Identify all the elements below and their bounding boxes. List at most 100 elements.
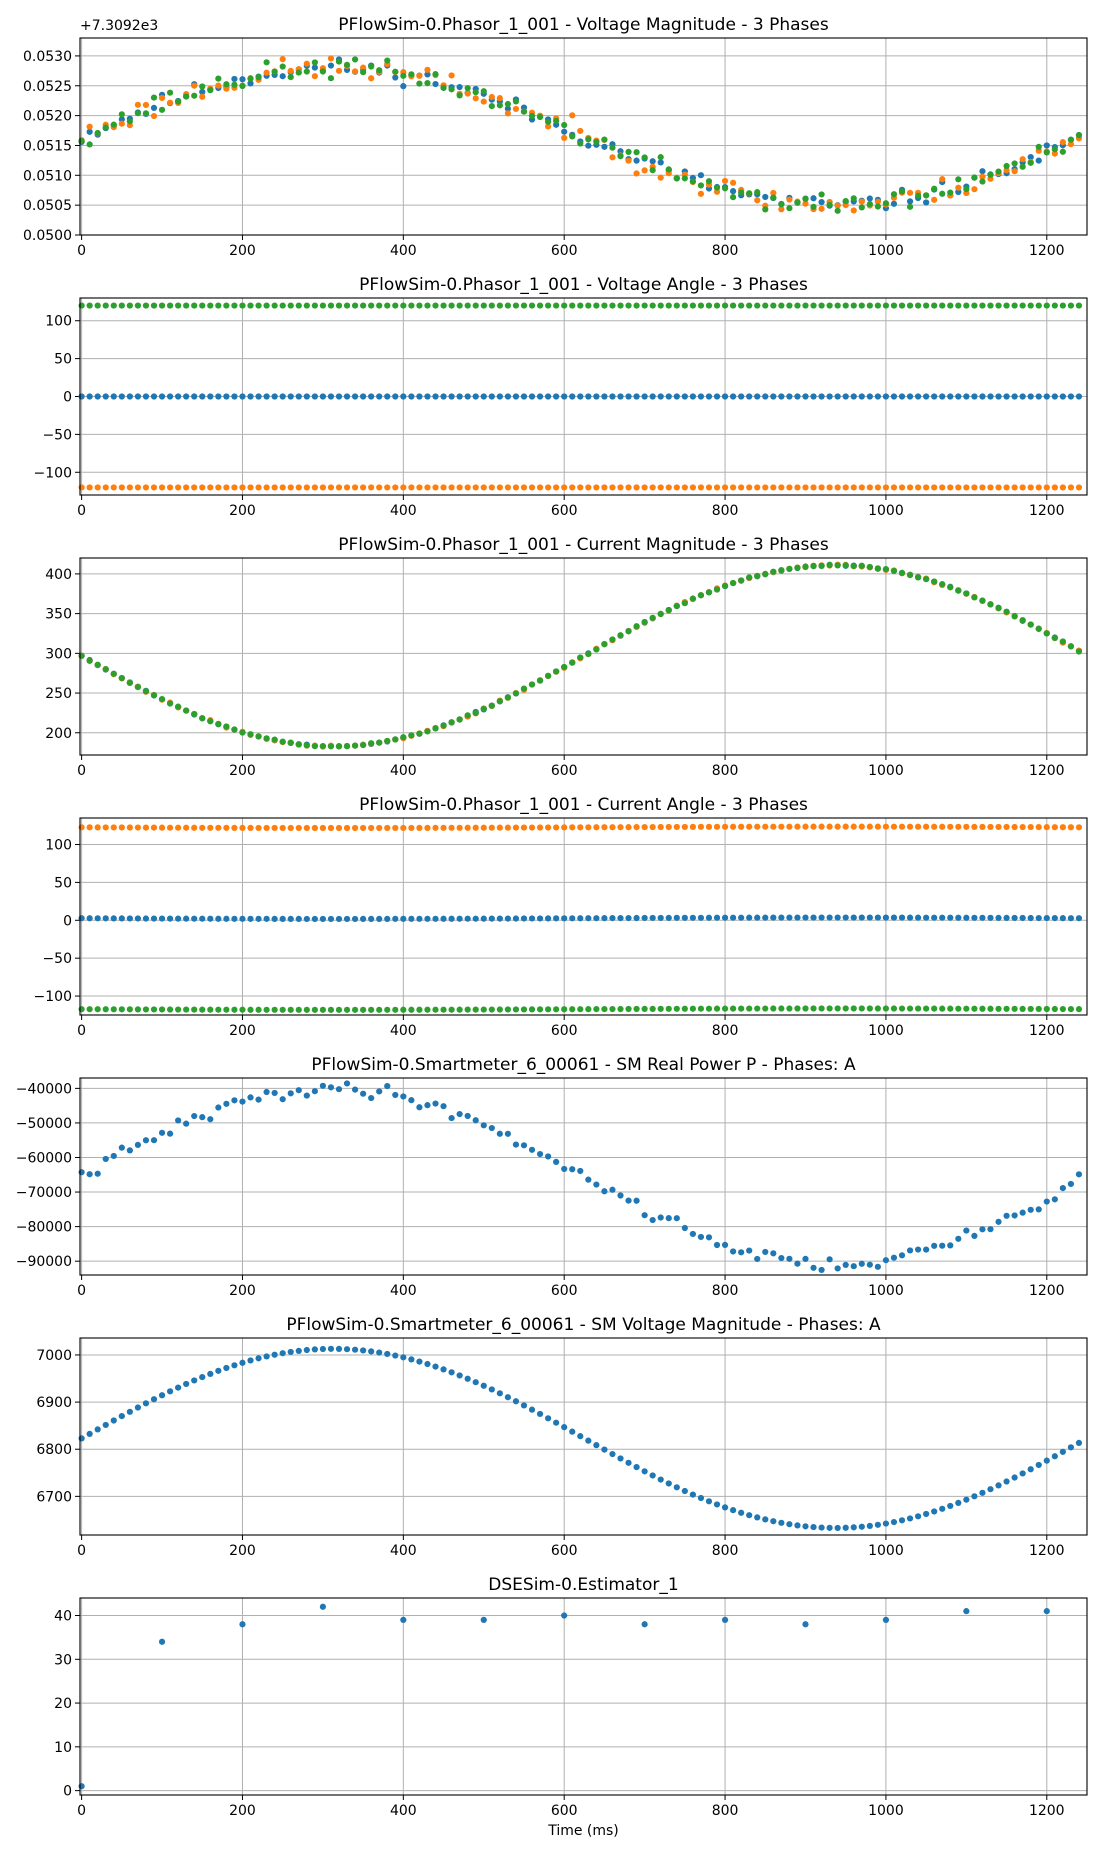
data-point xyxy=(858,302,865,309)
data-point xyxy=(625,1459,632,1466)
data-point xyxy=(979,1226,986,1233)
data-point xyxy=(239,729,246,736)
data-point xyxy=(778,567,785,574)
data-point xyxy=(746,1247,753,1254)
data-point xyxy=(882,914,890,921)
data-point xyxy=(1059,915,1066,922)
chart-panel-3: PFlowSim-0.Phasor_1_001 - Current Magnit… xyxy=(45,535,1088,779)
data-point xyxy=(826,823,833,830)
data-point xyxy=(110,824,117,831)
data-point xyxy=(834,1524,841,1532)
data-point xyxy=(1051,1196,1058,1203)
data-point xyxy=(142,101,150,109)
x-axis-label: Time (ms) xyxy=(547,1823,619,1839)
data-point xyxy=(360,393,367,400)
data-point xyxy=(448,719,455,726)
data-point xyxy=(1019,484,1026,491)
y-tick-label: 0.0515 xyxy=(23,138,72,154)
data-point xyxy=(641,1468,648,1475)
data-point xyxy=(408,71,415,78)
data-point xyxy=(979,914,986,921)
data-point xyxy=(770,914,777,921)
data-point xyxy=(231,1006,238,1013)
data-point xyxy=(86,657,93,664)
data-point xyxy=(1035,1005,1042,1013)
data-point xyxy=(536,1150,544,1158)
data-point xyxy=(166,302,174,309)
data-point xyxy=(110,670,117,677)
data-point xyxy=(1051,393,1058,400)
data-point xyxy=(545,1153,552,1160)
data-point xyxy=(625,302,632,309)
data-point xyxy=(536,302,544,309)
data-point xyxy=(545,824,552,831)
data-point xyxy=(86,1171,93,1178)
data-point xyxy=(713,184,721,191)
data-point xyxy=(1019,1470,1026,1477)
data-point xyxy=(713,393,721,400)
data-point xyxy=(906,1515,914,1522)
x-tick-label: 200 xyxy=(229,1803,256,1819)
data-point xyxy=(1035,625,1042,632)
data-point xyxy=(327,743,335,750)
data-point xyxy=(818,562,825,569)
data-point xyxy=(287,824,294,832)
data-point xyxy=(963,1608,970,1615)
data-point xyxy=(223,1006,230,1013)
series-phase-c xyxy=(78,302,1083,309)
data-point xyxy=(166,700,174,707)
data-point xyxy=(890,302,898,309)
data-point xyxy=(480,1616,487,1623)
data-point xyxy=(987,171,994,178)
data-point xyxy=(432,725,439,732)
data-point xyxy=(1011,1474,1018,1481)
data-point xyxy=(762,393,769,400)
data-point xyxy=(987,1226,994,1233)
data-point xyxy=(86,302,93,309)
data-point xyxy=(311,824,318,832)
data-point xyxy=(585,136,592,143)
data-point xyxy=(1027,1466,1034,1473)
data-point xyxy=(995,168,1002,175)
data-point xyxy=(102,1006,109,1013)
data-point xyxy=(351,68,359,75)
data-point xyxy=(842,393,849,400)
data-point xyxy=(625,824,632,831)
data-point xyxy=(858,198,865,205)
data-point xyxy=(545,915,552,922)
data-point xyxy=(327,824,335,832)
x-tick-label: 200 xyxy=(229,243,256,259)
data-point xyxy=(158,1006,166,1013)
data-point xyxy=(593,915,600,922)
data-point xyxy=(697,172,705,179)
data-point xyxy=(166,484,174,491)
data-point xyxy=(786,565,793,573)
data-point xyxy=(456,302,463,309)
data-point xyxy=(78,824,85,831)
data-point xyxy=(488,1124,495,1132)
data-point xyxy=(625,628,632,635)
data-point xyxy=(561,663,568,671)
data-point xyxy=(697,1494,705,1502)
data-point xyxy=(295,484,302,491)
data-point xyxy=(665,302,672,309)
data-point xyxy=(641,302,648,309)
data-point xyxy=(351,1346,359,1353)
data-point xyxy=(166,99,174,106)
data-point xyxy=(874,914,881,921)
data-point xyxy=(689,178,696,185)
data-point xyxy=(1067,643,1075,650)
data-point xyxy=(424,71,431,78)
data-point xyxy=(818,205,825,212)
data-point xyxy=(351,56,359,63)
data-point xyxy=(351,393,359,400)
data-point xyxy=(94,302,101,309)
data-point xyxy=(1019,163,1026,170)
data-point xyxy=(1043,1005,1050,1013)
data-point xyxy=(914,302,922,309)
data-point xyxy=(971,1005,978,1012)
data-point xyxy=(303,1346,310,1354)
data-point xyxy=(351,742,359,749)
data-point xyxy=(609,154,616,161)
data-point xyxy=(1043,149,1050,156)
